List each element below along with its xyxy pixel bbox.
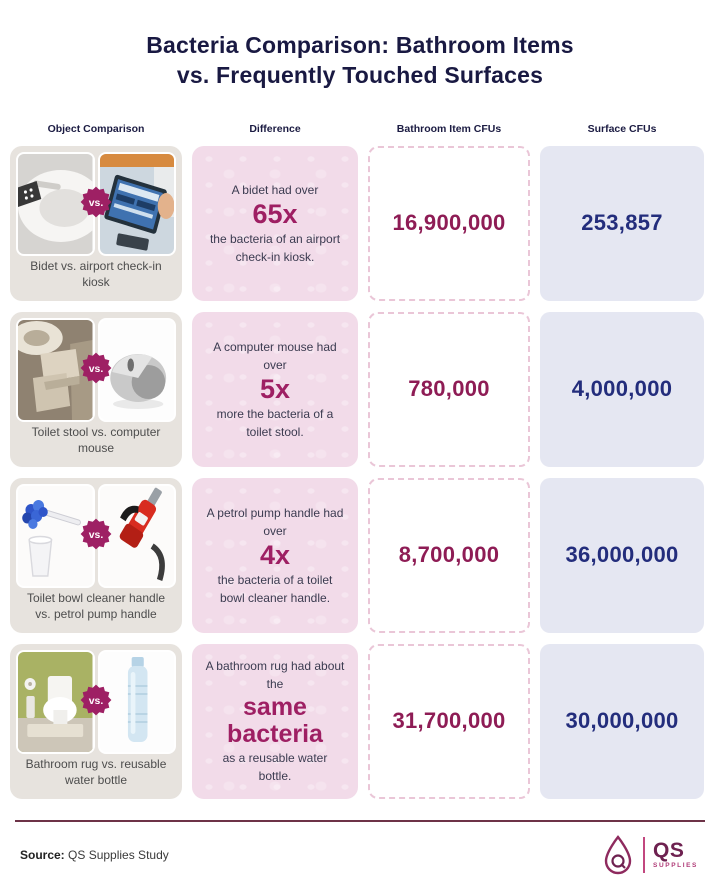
object-comparison-card: vs. Toilet stool vs. computer mouse bbox=[10, 311, 182, 467]
bidet-illustration bbox=[18, 153, 93, 254]
column-header-object-comparison: Object Comparison bbox=[47, 122, 145, 135]
vs-badge-label: vs. bbox=[89, 696, 104, 707]
surface-cfu-value: 4,000,000 bbox=[571, 376, 673, 402]
bathroom-rug-photo bbox=[16, 649, 95, 754]
object-comparison-card: vs. Toilet bowl cleaner handle vs. petro… bbox=[10, 477, 182, 633]
bathroom-rug-illustration bbox=[18, 651, 93, 752]
surface-cfu-value: 36,000,000 bbox=[565, 542, 679, 568]
bathroom-item-cfu-card: 8,700,000 bbox=[368, 477, 530, 633]
vs-badge-label: vs. bbox=[89, 364, 104, 375]
surface-cfu-card: 36,000,000 bbox=[540, 477, 704, 633]
source-label: Source: bbox=[20, 848, 65, 862]
photo-pair: vs. bbox=[16, 483, 176, 588]
airport-kiosk-illustration bbox=[99, 153, 174, 254]
bathroom-item-cfu-card: 16,900,000 bbox=[368, 145, 530, 301]
toilet-stool-illustration bbox=[18, 319, 93, 420]
toilet-brush-photo bbox=[16, 483, 95, 588]
column-header-surface-cfus: Surface CFUs bbox=[587, 122, 657, 135]
difference-text-after: the bacteria of an airport check-in kios… bbox=[209, 231, 341, 264]
vs-badge: vs. bbox=[80, 518, 112, 550]
bathroom-item-cfu-value: 16,900,000 bbox=[392, 210, 506, 236]
footer-divider bbox=[15, 820, 705, 822]
surface-cfu-card: 253,857 bbox=[540, 145, 704, 301]
qs-supplies-logo: QS SUPPLIES bbox=[601, 834, 698, 876]
difference-emphasis: 4x bbox=[259, 539, 291, 570]
logo-divider bbox=[643, 837, 646, 873]
difference-text-after: more the bacteria of a toilet stool. bbox=[216, 406, 334, 439]
bathroom-item-cfu-card: 31,700,000 bbox=[368, 643, 530, 799]
toilet-brush-illustration bbox=[18, 485, 93, 586]
photo-pair: vs. bbox=[16, 151, 176, 256]
vs-badge: vs. bbox=[80, 186, 112, 218]
difference-card: A bathroom rug had about the same bacter… bbox=[192, 644, 358, 799]
difference-text-before: A bidet had over bbox=[231, 182, 319, 197]
difference-text-before: A computer mouse had over bbox=[213, 339, 337, 372]
difference-emphasis: same bacteria bbox=[227, 693, 323, 749]
bathroom-item-cfu-value: 8,700,000 bbox=[398, 542, 500, 568]
difference-text-after: the bacteria of a toilet bowl cleaner ha… bbox=[217, 572, 333, 605]
petrol-pump-illustration bbox=[99, 485, 174, 586]
difference-text-before: A bathroom rug had about the bbox=[205, 659, 345, 692]
computer-mouse-photo bbox=[97, 317, 176, 422]
difference-card: A computer mouse had over 5x more the ba… bbox=[192, 312, 358, 467]
difference-emphasis: 65x bbox=[252, 198, 298, 229]
title-line-2: vs. Frequently Touched Surfaces bbox=[176, 62, 544, 89]
object-comparison-card: vs. Bathroom rug vs. reusable water bott… bbox=[10, 643, 182, 799]
comparison-caption: Bidet vs. airport check-in kiosk bbox=[30, 259, 162, 290]
droplet-icon bbox=[604, 835, 632, 875]
footer: Source: QS Supplies Study QS SUPPLIES bbox=[0, 820, 720, 886]
difference-card: A bidet had over 65x the bacteria of an … bbox=[192, 146, 358, 301]
surface-cfu-value: 253,857 bbox=[581, 210, 663, 236]
logo-text: QS SUPPLIES bbox=[653, 840, 698, 870]
difference-text-before: A petrol pump handle had over bbox=[206, 505, 344, 538]
comparison-caption: Toilet bowl cleaner handle vs. petrol pu… bbox=[26, 591, 166, 622]
difference-text-after: as a reusable water bottle. bbox=[222, 751, 328, 784]
column-header-difference: Difference bbox=[249, 122, 301, 135]
object-comparison-card: vs. Bidet vs. airport check-in kiosk bbox=[10, 145, 182, 301]
vs-badge-label: vs. bbox=[89, 530, 104, 541]
bathroom-item-cfu-value: 31,700,000 bbox=[392, 708, 506, 734]
difference-card: A petrol pump handle had over 4x the bac… bbox=[192, 478, 358, 633]
source-text: QS Supplies Study bbox=[64, 848, 169, 862]
surface-cfu-value: 30,000,000 bbox=[565, 708, 679, 734]
airport-kiosk-photo bbox=[97, 151, 176, 256]
logo-qs-label: QS bbox=[653, 839, 685, 863]
comparison-table: Object Comparison Difference Bathroom It… bbox=[0, 117, 720, 799]
difference-emphasis: 5x bbox=[259, 373, 291, 404]
column-header-bathroom-item-cfus: Bathroom Item CFUs bbox=[396, 122, 502, 135]
vs-badge: vs. bbox=[80, 684, 112, 716]
photo-pair: vs. bbox=[16, 649, 176, 754]
bathroom-item-cfu-value: 780,000 bbox=[408, 376, 490, 402]
vs-badge-label: vs. bbox=[89, 198, 104, 209]
comparison-caption: Toilet stool vs. computer mouse bbox=[31, 425, 161, 456]
water-bottle-illustration bbox=[99, 651, 174, 752]
water-bottle-photo bbox=[97, 649, 176, 754]
vs-badge: vs. bbox=[80, 352, 112, 384]
computer-mouse-illustration bbox=[99, 319, 174, 420]
logo-supplies-label: SUPPLIES bbox=[653, 862, 698, 870]
bathroom-item-cfu-card: 780,000 bbox=[368, 311, 530, 467]
photo-pair: vs. bbox=[16, 317, 176, 422]
comparison-caption: Bathroom rug vs. reusable water bottle bbox=[25, 757, 167, 788]
toilet-stool-photo bbox=[16, 317, 95, 422]
page-title: Bacteria Comparison: Bathroom Items vs. … bbox=[20, 30, 700, 91]
source-line: Source: QS Supplies Study bbox=[20, 848, 169, 862]
title-line-1: Bacteria Comparison: Bathroom Items bbox=[146, 32, 574, 58]
petrol-pump-photo bbox=[97, 483, 176, 588]
bidet-photo bbox=[16, 151, 95, 256]
surface-cfu-card: 4,000,000 bbox=[540, 311, 704, 467]
surface-cfu-card: 30,000,000 bbox=[540, 643, 704, 799]
